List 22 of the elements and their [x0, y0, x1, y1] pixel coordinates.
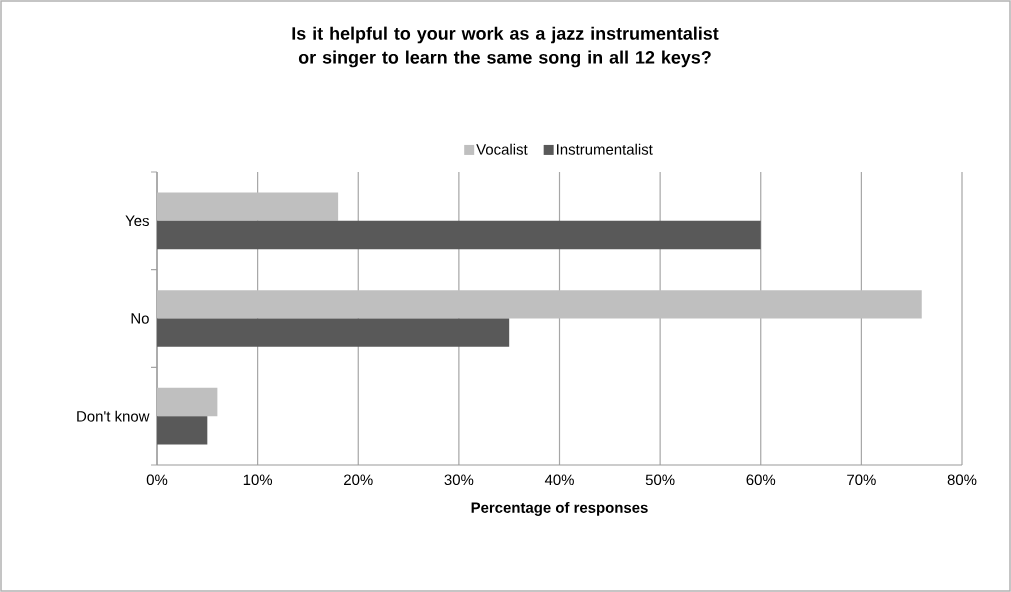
bar: [157, 192, 339, 221]
bar: [157, 387, 218, 417]
y-tick-label: No: [131, 313, 149, 324]
x-tick-label: 40%: [544, 474, 574, 486]
bar: [157, 318, 510, 347]
x-tick-label: 50%: [645, 474, 675, 486]
y-tick-label: Don't know: [77, 410, 150, 422]
chart-title: Is it helpful to your work as a jazz instrumentalist or singer to learn the same song in all 12 keys?: [292, 26, 719, 68]
bar: [157, 416, 208, 445]
x-tick-label: 80%: [947, 474, 977, 486]
x-tick-label: 70%: [847, 474, 876, 486]
bar: [157, 220, 761, 250]
x-tick-label: 60%: [746, 474, 776, 486]
x-tick-label: 30%: [444, 474, 474, 486]
x-tick-label: 10%: [243, 474, 273, 486]
y-tick-label: Yes: [125, 215, 149, 227]
legend-label: Instrumentalist: [557, 143, 653, 155]
x-tick-label: 0%: [146, 474, 168, 486]
bar: [157, 290, 922, 319]
x-axis-title: Percentage of responses: [471, 501, 648, 516]
legend-label: Vocalist: [476, 143, 528, 155]
x-tick-label: 20%: [344, 474, 373, 486]
